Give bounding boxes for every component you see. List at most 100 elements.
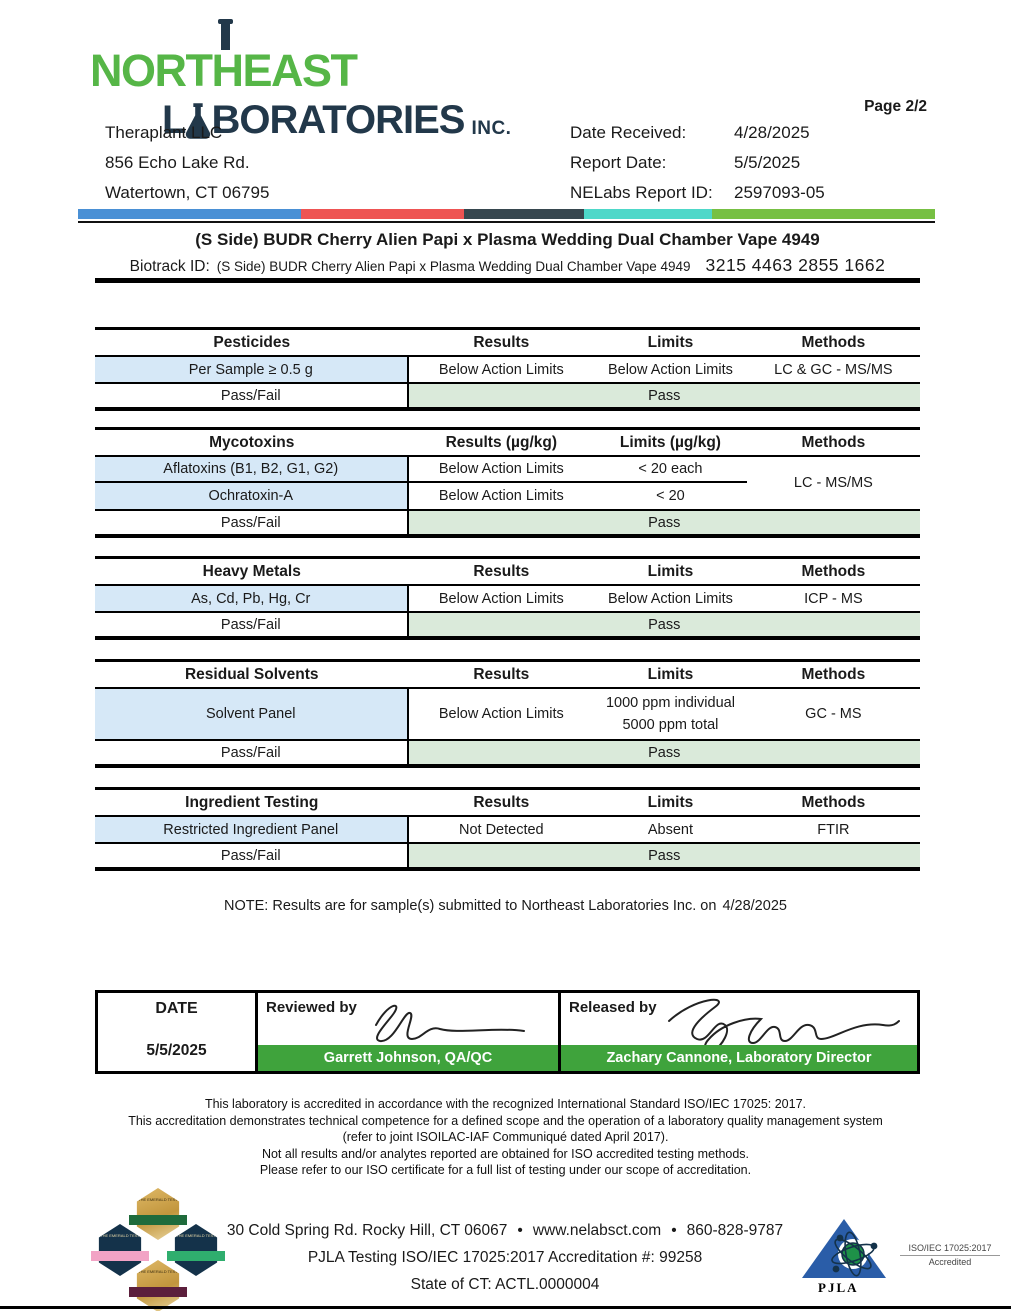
logo-text: L	[162, 98, 186, 142]
limits-cell: Below Action Limits	[607, 590, 733, 607]
column-header: Limits	[647, 333, 694, 351]
logo-text: NORT	[90, 45, 213, 96]
footer-line1: 30 Cold Spring Rd. Rocky Hill, CT 06067 •…	[155, 1217, 855, 1244]
report-date-value: 5/5/2025	[734, 153, 801, 172]
results-cell: Below Action Limits	[438, 590, 564, 607]
column-header: Ingredient Testing	[185, 793, 319, 811]
accreditation-text: This laboratory is accredited in accorda…	[0, 1096, 1011, 1179]
column-header: Pesticides	[213, 333, 291, 351]
passfail-row: Pass/Fail Pass	[95, 844, 920, 867]
logo-text: BORATORIES	[211, 98, 465, 142]
footer-line2: PJLA Testing ISO/IEC 17025:2017 Accredit…	[307, 1249, 703, 1266]
results-cell: Below Action Limits	[408, 457, 595, 483]
column-header: Results	[473, 562, 530, 580]
pjla-iso-text: ISO/IEC 17025:2017 Accredited	[900, 1242, 1000, 1268]
biotrack-row: Biotrack ID: (S Side) BUDR Cherry Alien …	[95, 255, 920, 276]
logo-laboratories: L BORATORIES INC.	[162, 100, 511, 140]
column-header: Methods	[801, 562, 866, 580]
sample-title: (S Side) BUDR Cherry Alien Papi x Plasma…	[195, 230, 820, 249]
accreditation-line: This accreditation demonstrates technica…	[128, 1113, 883, 1128]
passfail-row: Pass/Fail Pass	[95, 384, 920, 407]
column-header: Limits	[647, 793, 694, 811]
emerald-badge: THE EMERALD TEST	[129, 1188, 187, 1240]
results-cell: Below Action Limits	[438, 361, 564, 378]
passfail-value: Pass	[408, 384, 920, 407]
passfail-value: Pass	[408, 741, 920, 764]
reviewed-cell: Reviewed by Garrett Johnson, QA/QC	[258, 993, 561, 1071]
column-header: Limits	[647, 562, 694, 580]
biotrack-id: 3215 4463 2855 1662	[705, 255, 886, 275]
badge-label: THE EMERALD TEST	[138, 1197, 178, 1202]
date-received-value: 4/28/2025	[734, 123, 810, 142]
results-cell: Below Action Limits	[438, 706, 564, 722]
client-block: Theraplant LLC 856 Echo Lake Rd. Waterto…	[105, 118, 269, 208]
released-by-label: Released by	[569, 999, 657, 1016]
releaser-name: Zachary Cannone, Laboratory Director	[561, 1045, 917, 1071]
passfail-label: Pass/Fail	[95, 384, 409, 407]
passfail-row: Pass/Fail Pass	[95, 741, 920, 764]
emerald-test-badges: THE EMERALD TEST THE EMERALD TEST THE EM…	[91, 1188, 225, 1311]
table-row: As, Cd, Pb, Hg, Cr Below Action Limits B…	[95, 586, 920, 613]
footer-line3: State of CT: ACTL.0000004	[410, 1276, 600, 1293]
bullet: •	[671, 1222, 677, 1239]
reviewer-name: Garrett Johnson, QA/QC	[258, 1045, 558, 1071]
page-bottom-rule	[0, 1306, 1011, 1309]
column-header: Results	[473, 665, 530, 683]
divider-color-bar	[78, 209, 935, 219]
limit-line: 5000 ppm total	[622, 717, 719, 733]
report-meta: Date Received: 4/28/2025 Report Date: 5/5/…	[570, 118, 825, 208]
passfail-value: Pass	[408, 613, 920, 636]
column-header: Limits (µg/kg)	[619, 433, 721, 451]
releaser-signature	[668, 998, 900, 1053]
methods-cell: FTIR	[817, 821, 850, 838]
accreditation-line: Not all results and/or analytes reported…	[261, 1146, 750, 1161]
report-id-label: NELabs Report ID:	[570, 183, 713, 202]
pjla-iso-standard: ISO/IEC 17025:2017	[900, 1242, 1000, 1256]
column-header: Residual Solvents	[184, 665, 319, 683]
table-row: Restricted Ingredient Panel Not Detected…	[95, 817, 920, 844]
pesticides-table: Pesticides Results Limits Methods Per Sa…	[95, 327, 920, 411]
results-cell: Below Action Limits	[438, 488, 564, 504]
logo-northeast: NORT HEAST	[90, 19, 511, 96]
emerald-badge: THE EMERALD TEST	[129, 1260, 187, 1311]
badge-ribbon	[129, 1287, 187, 1297]
bar-segment-red	[300, 209, 464, 219]
column-header: Results (µg/kg)	[445, 433, 558, 451]
analyte-cell: Ochratoxin-A	[95, 483, 409, 509]
pjla-triangle-atom-icon: PJLA	[802, 1219, 886, 1295]
methods-cell: GC - MS	[805, 706, 862, 722]
accreditation-line: This laboratory is accredited in accorda…	[204, 1097, 807, 1111]
ingredient-testing-header-row: Ingredient Testing Results Limits Method…	[95, 790, 920, 817]
ingredient-testing-table: Ingredient Testing Results Limits Method…	[95, 787, 920, 871]
passfail-value: Pass	[408, 844, 920, 867]
methods-cell-merged: LC - MS/MS	[793, 475, 873, 491]
badge-label: THE EMERALD TEST	[138, 1269, 178, 1274]
passfail-label: Pass/Fail	[95, 741, 409, 764]
lab-address: 30 Cold Spring Rd. Rocky Hill, CT 06067	[226, 1222, 508, 1239]
badge-label: THE EMERALD TEST	[176, 1233, 216, 1238]
bullet: •	[517, 1222, 523, 1239]
column-header: Methods	[801, 793, 866, 811]
analyte-cell: Aflatoxins (B1, B2, G1, G2)	[95, 457, 409, 483]
column-header: Results	[473, 333, 530, 351]
accreditation-line: Please refer to our ISO certificate for …	[259, 1163, 752, 1177]
column-header: Methods	[801, 333, 866, 351]
report-date-label: Report Date:	[570, 153, 667, 172]
badge-ribbon	[167, 1251, 225, 1261]
bar-segment-teal	[583, 209, 713, 219]
results-cell: Not Detected	[458, 821, 544, 838]
logo-text: H	[211, 45, 245, 96]
mycotoxins-table: Mycotoxins Results (µg/kg) Limits (µg/kg…	[95, 427, 920, 538]
signoff-date-cell: DATE 5/5/2025	[98, 993, 258, 1071]
lab-phone: 860-828-9787	[686, 1222, 784, 1239]
reviewer-signature	[375, 1004, 525, 1042]
limits-cell: Below Action Limits	[607, 361, 733, 378]
mycotoxins-body: Aflatoxins (B1, B2, G1, G2) Below Action…	[95, 457, 920, 511]
meta-row: Report Date: 5/5/2025	[570, 148, 825, 178]
limit-line: 1000 ppm individual	[605, 695, 735, 711]
analyte-cell: Per Sample ≥ 0.5 g	[95, 357, 409, 382]
mycotoxins-header-row: Mycotoxins Results (µg/kg) Limits (µg/kg…	[95, 430, 920, 457]
analyte-cell: Restricted Ingredient Panel	[95, 817, 409, 842]
client-name: Theraplant LLC	[105, 123, 223, 142]
pjla-logo: PJLA ISO/IEC 17025:2017 Accredited	[796, 1214, 1006, 1304]
